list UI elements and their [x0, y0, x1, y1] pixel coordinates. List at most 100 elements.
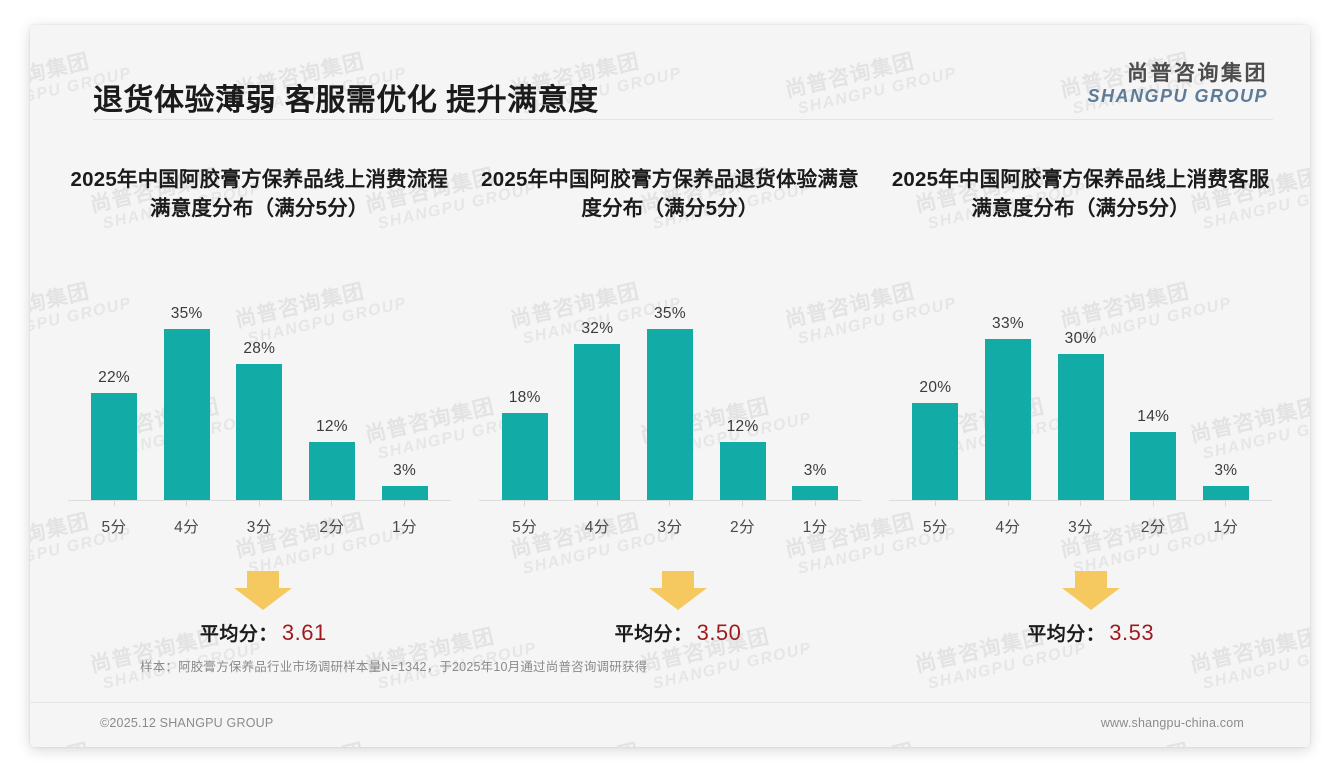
bar-item: 3%	[1192, 279, 1260, 501]
x-axis-tick-label: 5分	[922, 519, 948, 536]
bar-item: 3%	[781, 279, 849, 501]
bar	[719, 442, 766, 501]
average-row-2: 平均分： 3.50	[487, 619, 870, 646]
bar-value-label: 20%	[919, 379, 952, 396]
chart-title-3: 2025年中国阿胶膏方保养品线上消费客服满意度分布（满分5分）	[891, 168, 1270, 221]
arrow-down-icon	[899, 571, 1282, 616]
bar-plot-3: 20% 33% 30% 14% 3%	[889, 279, 1272, 506]
average-label-2: 平均分：	[614, 624, 693, 645]
bar-item: 14%	[1119, 279, 1187, 501]
x-axis-labels-1: 5分 4分 3分 2分 1分	[80, 515, 439, 537]
x-axis-tick-label: 4分	[174, 519, 200, 536]
sample-footnote: 样本：阿胶膏方保养品行业市场调研样本量N=1342，于2025年10月通过尚普咨…	[140, 660, 648, 674]
average-value-2: 3.50	[696, 620, 742, 645]
x-axis-tick-label: 4分	[995, 519, 1021, 536]
chart-panel-2: 2025年中国阿胶膏方保养品退货体验满意度分布（满分5分） 18% 32% 35% 1…	[465, 165, 876, 675]
page-title: 退货体验薄弱 客服需优化 提升满意度	[93, 84, 599, 117]
bar-plot-2: 18% 32% 35% 12% 3%	[478, 279, 862, 506]
brand-logo: 尚普咨询集团 SHANGPU GROUP	[1087, 62, 1268, 107]
bar-item: 33%	[974, 279, 1042, 501]
bar-item: 22%	[80, 279, 148, 501]
bar	[574, 344, 621, 501]
bar	[1057, 354, 1104, 501]
average-value-3: 3.53	[1109, 620, 1155, 645]
bar-value-label: 30%	[1064, 330, 1097, 347]
bar-item: 12%	[709, 279, 777, 501]
bar-item: 20%	[901, 279, 969, 501]
chart-panel-3: 2025年中国阿胶膏方保养品线上消费客服满意度分布（满分5分） 20% 33% 30…	[875, 165, 1286, 675]
bar	[1130, 432, 1177, 501]
x-axis-line-2	[478, 500, 862, 501]
bar-item: 12%	[298, 279, 366, 501]
x-axis-tick-label: 5分	[512, 519, 538, 536]
bar-value-label: 22%	[98, 369, 131, 386]
arrow-down-icon	[72, 571, 455, 616]
x-axis-tick-label: 1分	[392, 519, 418, 536]
x-axis-tick-label: 2分	[319, 519, 345, 536]
bar-value-label: 12%	[726, 418, 759, 435]
x-axis-labels-2: 5分 4分 3分 2分 1分	[491, 515, 850, 537]
bar-value-label: 18%	[508, 389, 541, 406]
x-axis-ticks-1	[80, 501, 439, 506]
bar-group-2: 18% 32% 35% 12% 3%	[491, 279, 850, 501]
x-axis-ticks-2	[491, 501, 850, 506]
x-axis-labels-3: 5分 4分 3分 2分 1分	[901, 515, 1260, 537]
bar-value-label: 14%	[1137, 408, 1170, 425]
average-callout-3: 平均分： 3.53	[889, 571, 1272, 663]
logo-chinese-text: 尚普咨询集团	[1127, 62, 1268, 85]
arrow-down-icon	[487, 571, 870, 616]
chart-title-2: 2025年中国阿胶膏方保养品退货体验满意度分布（满分5分）	[481, 168, 859, 221]
average-row-1: 平均分： 3.61	[72, 619, 455, 646]
bar-value-label: 3%	[1214, 462, 1238, 479]
bar-value-label: 28%	[243, 340, 276, 357]
bar-item: 3%	[371, 279, 439, 501]
bar-group-3: 20% 33% 30% 14% 3%	[901, 279, 1260, 501]
bar	[381, 486, 428, 501]
x-axis-ticks-3	[901, 501, 1260, 506]
average-label-3: 平均分：	[1027, 624, 1106, 645]
charts-container: 2025年中国阿胶膏方保养品线上消费流程满意度分布（满分5分） 22% 35% 28…	[54, 165, 1286, 675]
chart-panel-1: 2025年中国阿胶膏方保养品线上消费流程满意度分布（满分5分） 22% 35% 28…	[54, 165, 465, 675]
x-axis-tick-label: 5分	[101, 519, 127, 536]
x-axis-tick-label: 3分	[657, 519, 683, 536]
bar-item: 35%	[153, 279, 221, 501]
chart-title-1: 2025年中国阿胶膏方保养品线上消费流程满意度分布（满分5分）	[70, 168, 449, 221]
logo-english-text: SHANGPU GROUP	[1087, 86, 1268, 107]
bar	[91, 393, 138, 501]
bar	[501, 413, 548, 501]
bar	[1202, 486, 1249, 501]
bar-value-label: 32%	[581, 320, 614, 337]
bar-value-label: 35%	[170, 305, 203, 322]
average-value-1: 3.61	[281, 620, 327, 645]
x-axis-tick-label: 2分	[730, 519, 756, 536]
bar-item: 30%	[1047, 279, 1115, 501]
average-row-3: 平均分： 3.53	[899, 619, 1282, 646]
bar-item: 32%	[563, 279, 631, 501]
bar	[985, 339, 1031, 501]
x-axis-line-1	[68, 500, 451, 501]
bar-group-1: 22% 35% 28% 12% 3%	[80, 279, 439, 501]
footer-divider	[30, 702, 1310, 703]
slide-canvas: 尚普咨询集团 SHANGPU GROUP 尚普咨询集团 SHANGPU GROUP 尚普…	[30, 25, 1310, 747]
bar-value-label: 3%	[393, 462, 417, 479]
average-callout-1: 平均分： 3.61	[68, 571, 451, 663]
bar	[308, 442, 355, 501]
bar	[163, 329, 210, 501]
website-link[interactable]: www.shangpu-china.com	[1100, 716, 1244, 730]
x-axis-line-3	[889, 500, 1272, 501]
bar-value-label: 33%	[992, 315, 1024, 332]
x-axis-tick-label: 4分	[584, 519, 610, 536]
x-axis-tick-label: 1分	[802, 519, 828, 536]
bar-item: 18%	[491, 279, 559, 501]
x-axis-tick-label: 2分	[1140, 519, 1166, 536]
bar	[646, 329, 693, 501]
average-callout-2: 平均分： 3.50	[479, 571, 862, 663]
bar	[236, 364, 283, 501]
x-axis-tick-label: 1分	[1213, 519, 1239, 536]
bar	[912, 403, 959, 501]
bar-value-label: 35%	[654, 305, 686, 322]
x-axis-tick-label: 3分	[1068, 519, 1094, 536]
slide-header: 退货体验薄弱 客服需优化 提升满意度 尚普咨询集团 SHANGPU GROUP	[30, 25, 1310, 119]
bar-item: 28%	[225, 279, 293, 501]
copyright-text: ©2025.12 SHANGPU GROUP	[100, 716, 274, 730]
